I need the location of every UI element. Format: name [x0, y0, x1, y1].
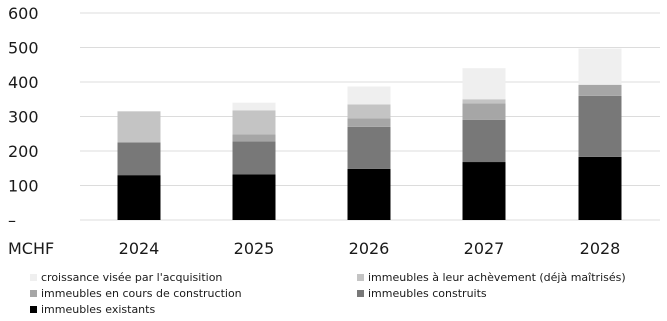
- legend-swatch: [357, 290, 364, 297]
- bar-segment: [347, 118, 391, 127]
- bar-segment: [578, 95, 622, 157]
- legend-label: immeubles existants: [41, 303, 155, 316]
- bar-segment: [578, 84, 622, 96]
- unit-label: MCHF: [8, 239, 54, 258]
- x-axis-ticks: MCHF 2024 2025 2026 2027 2028: [8, 239, 620, 258]
- legend-label: croissance visée par l'acquisition: [41, 271, 222, 284]
- bar-segment: [232, 174, 276, 220]
- bar-segment: [117, 142, 161, 176]
- bar-segment: [462, 68, 506, 100]
- bars: [117, 48, 622, 220]
- legend-swatch: [30, 306, 37, 313]
- bar-segment: [462, 119, 506, 163]
- x-tick-label: 2024: [119, 239, 160, 258]
- y-tick-label: –: [8, 211, 16, 230]
- legend: croissance visée par l'acquisition immeub…: [30, 271, 626, 316]
- y-tick-label: 400: [8, 73, 39, 92]
- bar-segment: [578, 48, 622, 85]
- bar-segment: [117, 175, 161, 220]
- bar-segment: [232, 141, 276, 175]
- bar-segment: [232, 134, 276, 142]
- y-tick-label: 500: [8, 39, 39, 58]
- bar-segment: [578, 156, 622, 220]
- bar-segment: [462, 103, 506, 120]
- y-tick-label: 300: [8, 108, 39, 127]
- bar-segment: [232, 110, 276, 135]
- x-tick-label: 2026: [349, 239, 390, 258]
- x-tick-label: 2027: [464, 239, 505, 258]
- x-tick-label: 2028: [580, 239, 621, 258]
- y-tick-label: 200: [8, 142, 39, 161]
- bar-segment: [462, 162, 506, 220]
- bar-segment: [347, 168, 391, 220]
- legend-label: immeubles en cours de construction: [41, 287, 242, 300]
- legend-label: immeubles à leur achèvement (déjà maîtri…: [368, 271, 626, 284]
- legend-label: immeubles construits: [368, 287, 487, 300]
- bar-segment: [347, 86, 391, 105]
- bar-segment: [117, 111, 161, 143]
- bar-segment: [232, 102, 276, 111]
- bar-segment: [462, 99, 506, 104]
- legend-swatch: [30, 274, 37, 281]
- bar-segment: [347, 126, 391, 169]
- legend-swatch: [357, 274, 364, 281]
- y-tick-label: 100: [8, 177, 39, 196]
- bar-segment: [347, 104, 391, 119]
- x-tick-label: 2025: [234, 239, 275, 258]
- legend-swatch: [30, 290, 37, 297]
- y-axis-ticks: – 100 200 300 400 500 600: [8, 4, 39, 230]
- y-tick-label: 600: [8, 4, 39, 23]
